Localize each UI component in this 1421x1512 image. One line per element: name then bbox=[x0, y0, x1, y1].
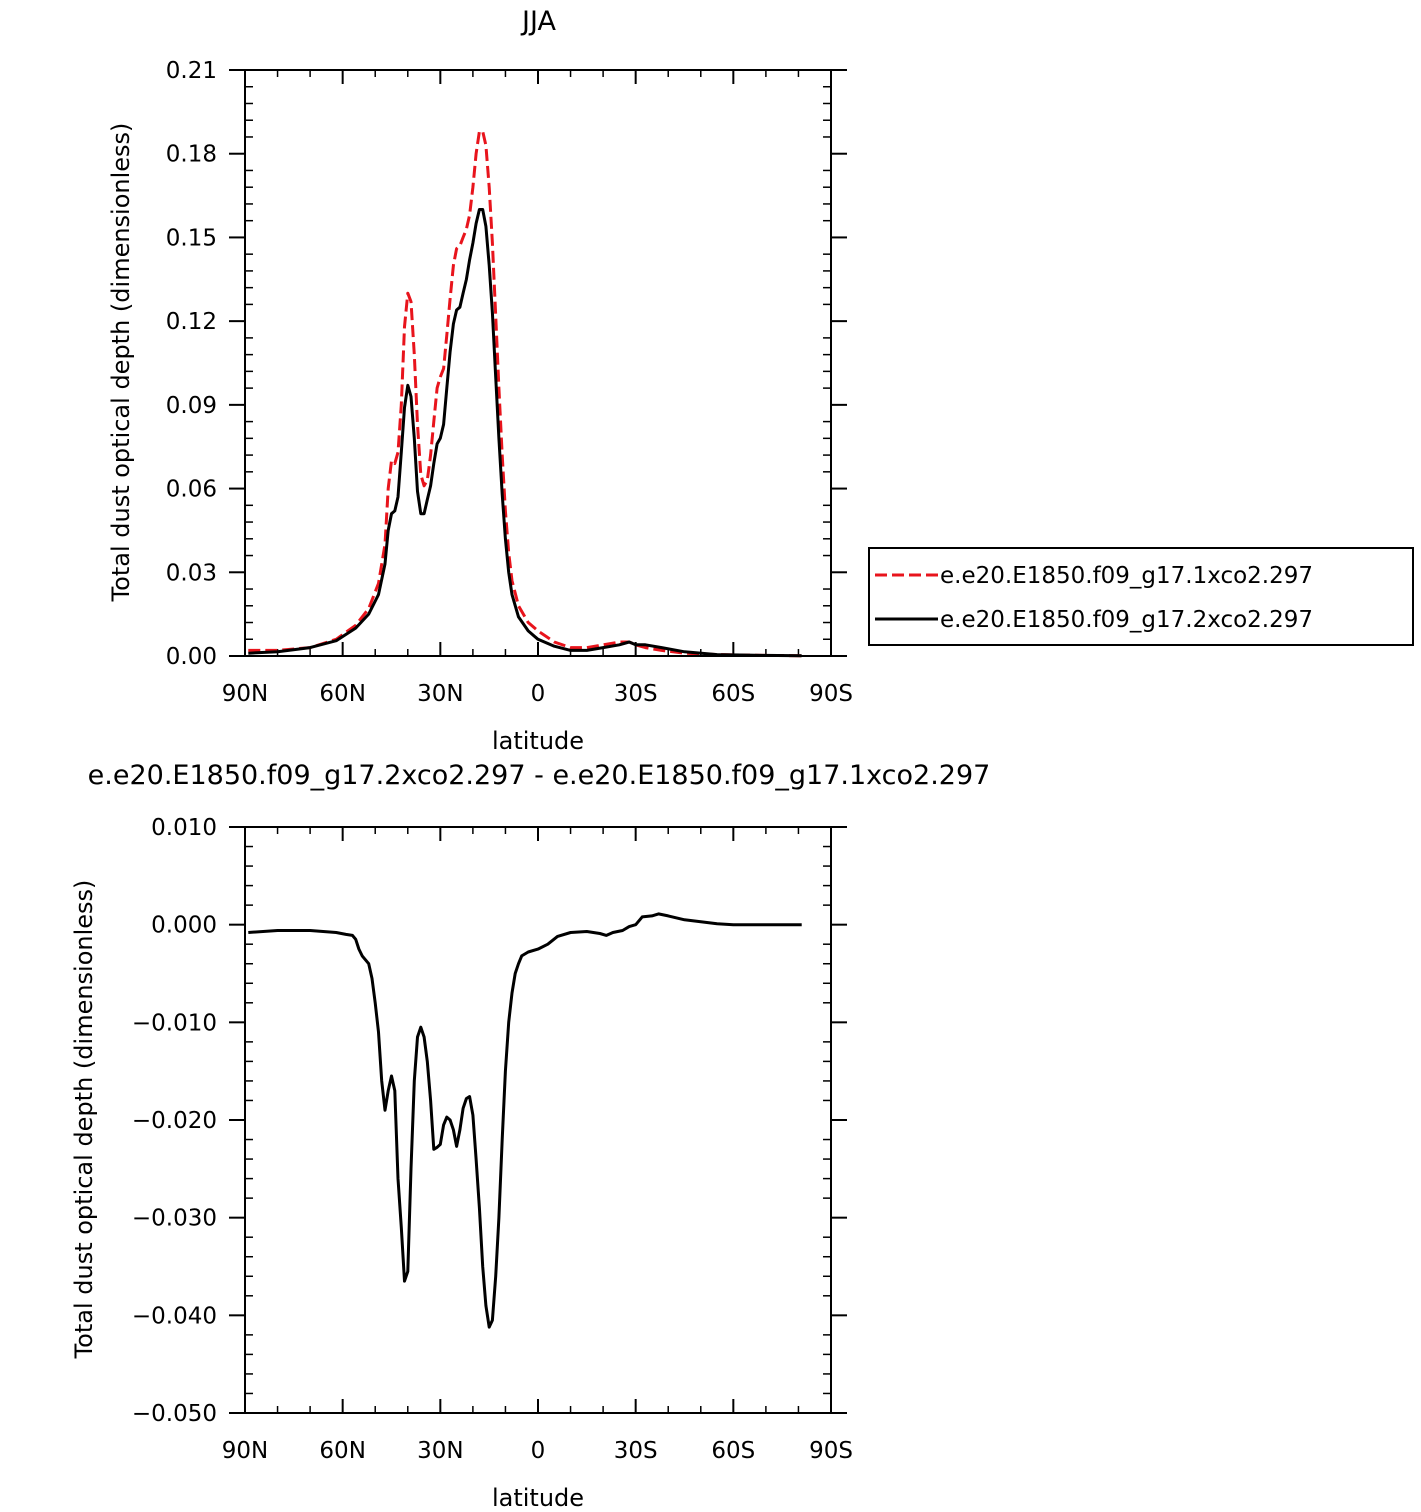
x-tick-label-4: 30S bbox=[614, 1438, 658, 1464]
y-tick-label-6: 0.18 bbox=[166, 142, 217, 168]
y-tick-label-3: 0.09 bbox=[166, 393, 217, 419]
y-tick-label-1: 0.000 bbox=[151, 913, 217, 939]
x-tick-label-6: 90S bbox=[809, 681, 853, 707]
x-tick-label-1: 60N bbox=[319, 1438, 365, 1464]
y-tick-label-7: 0.21 bbox=[166, 58, 217, 84]
y-tick-label-0: 0.010 bbox=[151, 815, 217, 841]
legend-entry-1xco2: e.e20.E1850.f09_g17.1xco2.297 bbox=[875, 563, 1313, 589]
y-tick-label-5: 0.15 bbox=[166, 225, 217, 251]
top-plot-frame bbox=[244, 69, 832, 657]
top-panel: JJA 90N 60N 30N 0 30S 60S 90S 0.00 0.03 0.06 0.09 0… bbox=[107, 6, 853, 755]
bottom-series-group bbox=[248, 912, 802, 1329]
bottom-panel: e.e20.E1850.f09_g17.2xco2.297 - e.e20.E1… bbox=[70, 760, 990, 1512]
series-line-0-0 bbox=[248, 129, 802, 658]
series-line-1-0 bbox=[248, 912, 802, 1329]
y-tick-label-0: 0.00 bbox=[166, 644, 217, 670]
top-series-group bbox=[248, 129, 802, 658]
y-tick-label-6: −0.050 bbox=[132, 1401, 217, 1427]
legend-label-2xco2: e.e20.E1850.f09_g17.2xco2.297 bbox=[940, 607, 1313, 633]
legend-box bbox=[868, 547, 1414, 646]
x-tick-label-1: 60N bbox=[319, 681, 365, 707]
x-tick-label-6: 90S bbox=[809, 1438, 853, 1464]
top-x-axis-label: latitude bbox=[492, 727, 584, 755]
top-chart-title: JJA bbox=[520, 6, 556, 37]
y-tick-label-4: −0.030 bbox=[132, 1206, 217, 1232]
x-tick-label-2: 30N bbox=[417, 1438, 463, 1464]
top-y-axis-label: Total dust optical depth (dimensionless) bbox=[107, 123, 135, 603]
y-tick-label-2: −0.010 bbox=[132, 1010, 217, 1036]
x-tick-label-4: 30S bbox=[614, 681, 658, 707]
y-tick-label-1: 0.03 bbox=[166, 560, 217, 586]
bottom-chart-title: e.e20.E1850.f09_g17.2xco2.297 - e.e20.E1… bbox=[88, 760, 991, 791]
bottom-plot-frame bbox=[244, 826, 832, 1414]
x-tick-label-0: 90N bbox=[222, 681, 268, 707]
y-tick-label-3: −0.020 bbox=[132, 1108, 217, 1134]
x-tick-label-3: 0 bbox=[531, 681, 546, 707]
y-tick-label-5: −0.040 bbox=[132, 1303, 217, 1329]
x-tick-label-3: 0 bbox=[531, 1438, 546, 1464]
legend-entry-2xco2: e.e20.E1850.f09_g17.2xco2.297 bbox=[875, 607, 1313, 633]
top-ticks: 90N 60N 30N 0 30S 60S 90S 0.00 0.03 0.06 0.09 0.12 0… bbox=[166, 58, 853, 707]
legend-label-1xco2: e.e20.E1850.f09_g17.1xco2.297 bbox=[940, 563, 1313, 589]
legend: e.e20.E1850.f09_g17.1xco2.297 e.e20.E185… bbox=[868, 547, 1414, 646]
bottom-x-axis-label: latitude bbox=[492, 1484, 584, 1512]
y-tick-label-4: 0.12 bbox=[166, 309, 217, 335]
series-line-0-1 bbox=[248, 208, 802, 658]
bottom-ticks: 90N 60N 30N 0 30S 60S 90S 0.010 0.000 −0.010 −0.02… bbox=[132, 815, 853, 1464]
x-tick-label-5: 60S bbox=[711, 681, 755, 707]
bottom-y-axis-label: Total dust optical depth (dimensionless) bbox=[70, 880, 98, 1360]
y-tick-label-2: 0.06 bbox=[166, 477, 217, 503]
x-tick-label-0: 90N bbox=[222, 1438, 268, 1464]
x-tick-label-2: 30N bbox=[417, 681, 463, 707]
x-tick-label-5: 60S bbox=[711, 1438, 755, 1464]
